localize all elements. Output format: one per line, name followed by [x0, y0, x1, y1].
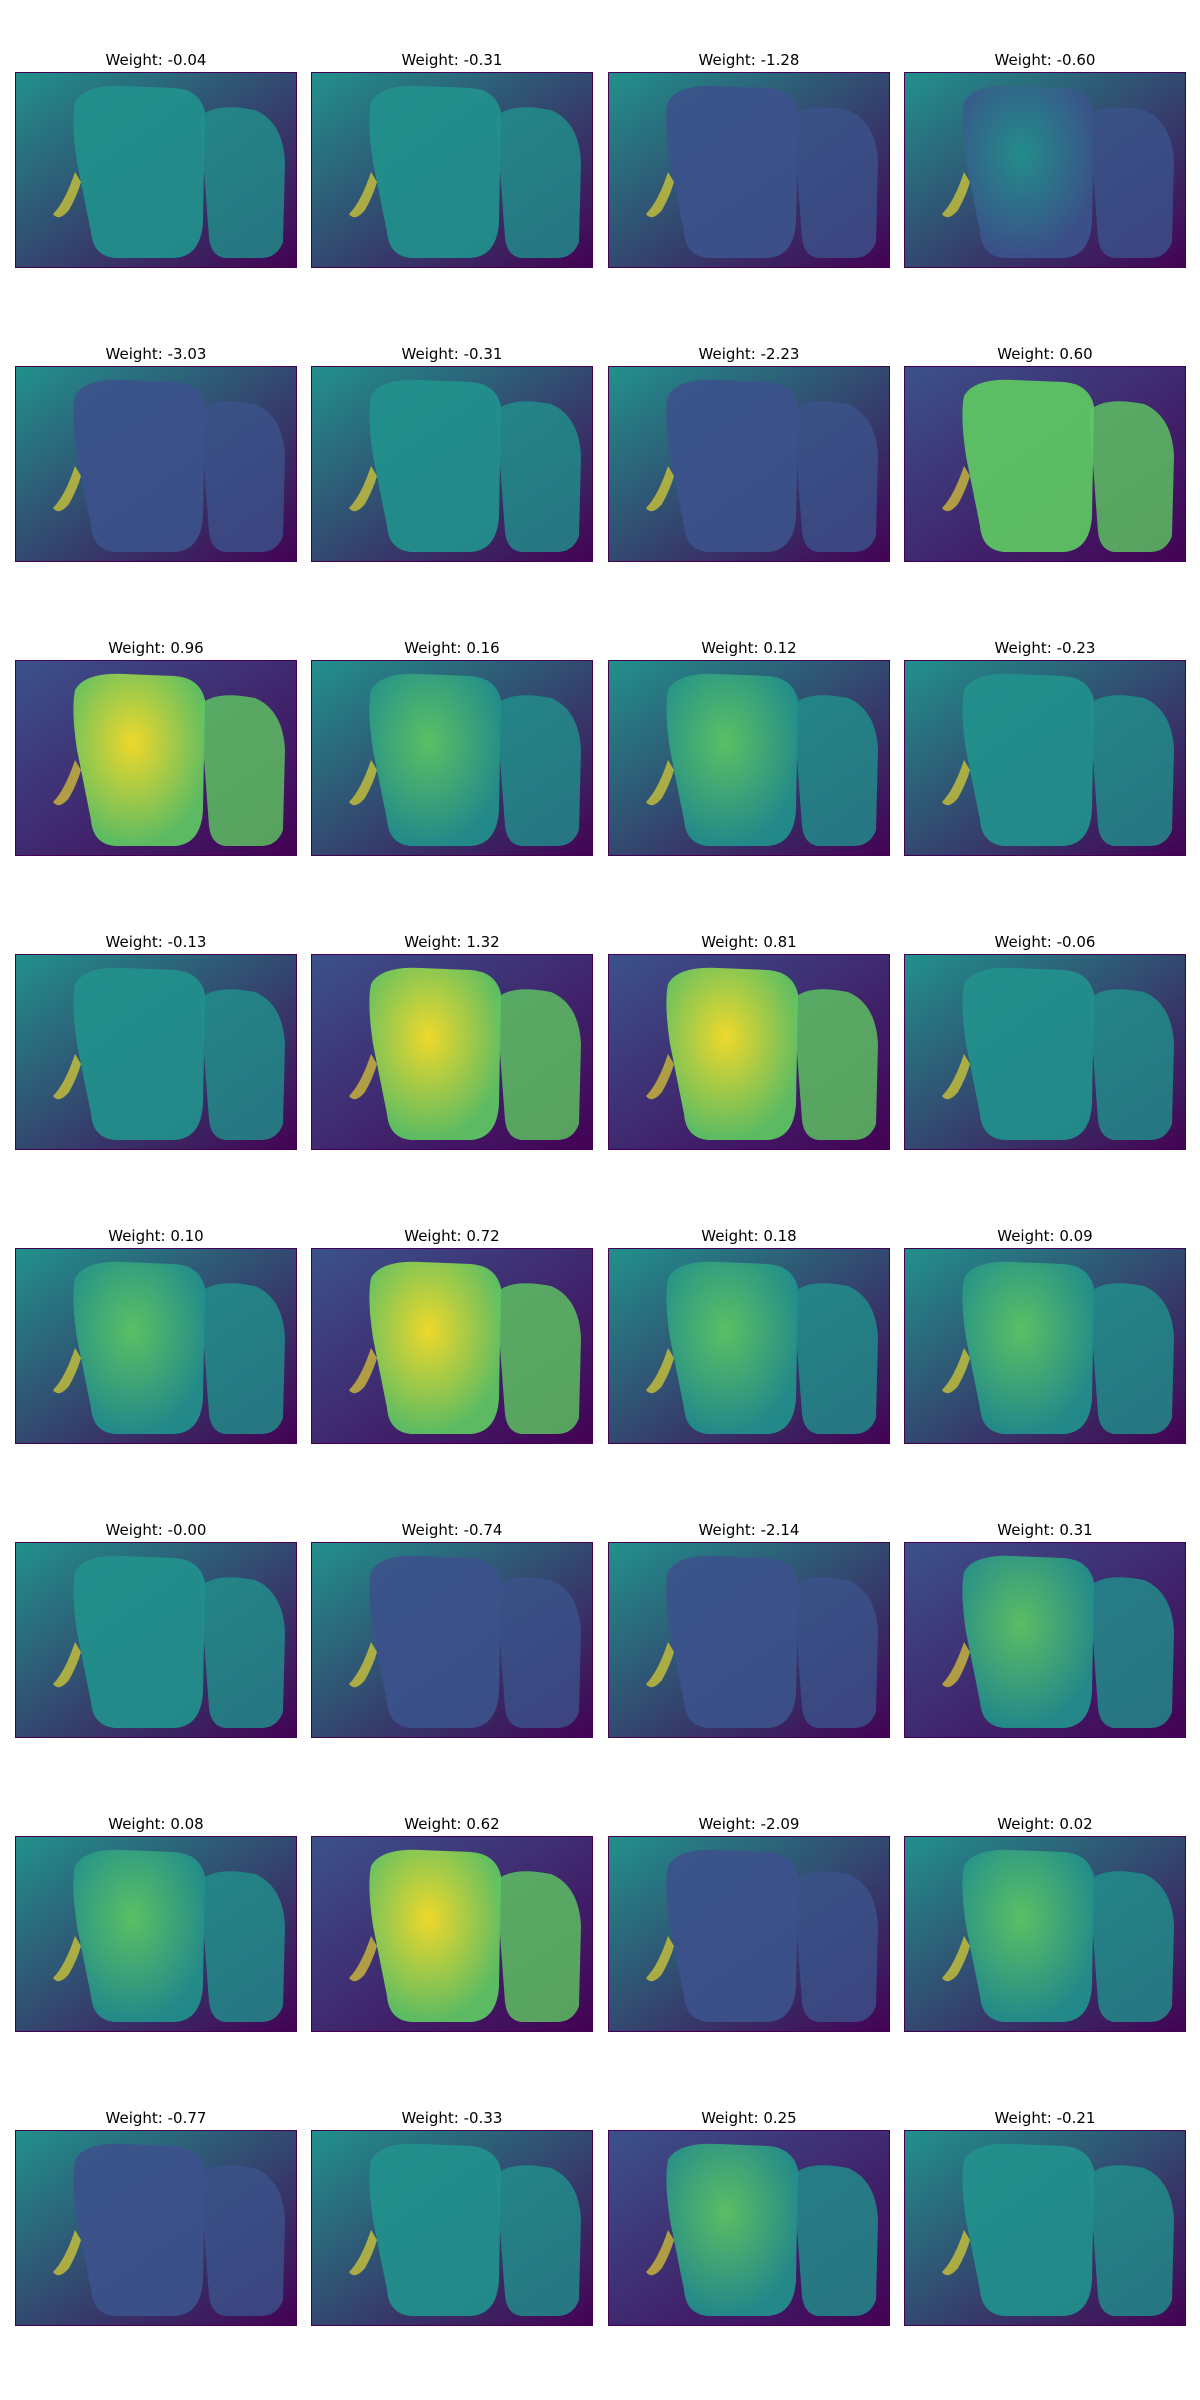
activation-heatmap — [608, 366, 890, 562]
activation-panel: Weight: 0.08 — [15, 1764, 297, 2032]
activation-heatmap — [904, 660, 1186, 856]
activation-heatmap — [608, 2130, 890, 2326]
activation-heatmap — [15, 2130, 297, 2326]
activation-panel: Weight: 0.62 — [311, 1764, 593, 2032]
activation-panel: Weight: 0.25 — [608, 2058, 890, 2326]
activation-panel: Weight: -0.33 — [311, 2058, 593, 2326]
activation-heatmap — [15, 1542, 297, 1738]
panel-title: Weight: -3.03 — [105, 345, 207, 363]
activation-panel: Weight: -0.00 — [15, 1470, 297, 1738]
panel-title: Weight: -0.21 — [994, 2109, 1096, 2127]
panel-title: Weight: 0.72 — [404, 1227, 500, 1245]
panel-title: Weight: 0.31 — [997, 1521, 1093, 1539]
activation-panel: Weight: 0.10 — [15, 1176, 297, 1444]
panel-title: Weight: 0.10 — [108, 1227, 204, 1245]
panel-title: Weight: -2.23 — [698, 345, 800, 363]
activation-heatmap — [608, 954, 890, 1150]
activation-heatmap — [904, 72, 1186, 268]
activation-panel: Weight: -0.60 — [904, 0, 1186, 268]
activation-heatmap — [311, 954, 593, 1150]
activation-panel: Weight: -0.23 — [904, 588, 1186, 856]
activation-heatmap — [15, 660, 297, 856]
panel-title: Weight: 0.12 — [701, 639, 797, 657]
activation-panel: Weight: -0.21 — [904, 2058, 1186, 2326]
activation-heatmap — [608, 72, 890, 268]
activation-panel: Weight: -0.31 — [311, 0, 593, 268]
activation-panel: Weight: 0.16 — [311, 588, 593, 856]
activation-heatmap — [15, 366, 297, 562]
panel-title: Weight: 0.08 — [108, 1815, 204, 1833]
activation-panel: Weight: 0.09 — [904, 1176, 1186, 1444]
activation-panel: Weight: 0.12 — [608, 588, 890, 856]
activation-panel: Weight: 0.18 — [608, 1176, 890, 1444]
activation-panel: Weight: 0.02 — [904, 1764, 1186, 2032]
panel-title: Weight: -0.23 — [994, 639, 1096, 657]
activation-panel: Weight: -0.06 — [904, 882, 1186, 1150]
activation-heatmap — [904, 1248, 1186, 1444]
panel-title: Weight: 0.62 — [404, 1815, 500, 1833]
panel-title: Weight: 1.32 — [404, 933, 500, 951]
panel-title: Weight: -0.31 — [401, 51, 503, 69]
activation-panel: Weight: -1.28 — [608, 0, 890, 268]
activation-panel: Weight: -0.31 — [311, 294, 593, 562]
panel-title: Weight: -0.13 — [105, 933, 207, 951]
activation-heatmap — [608, 660, 890, 856]
panel-title: Weight: -0.74 — [401, 1521, 503, 1539]
activation-panel: Weight: -2.09 — [608, 1764, 890, 2032]
activation-heatmap — [15, 1836, 297, 2032]
activation-panel: Weight: -0.13 — [15, 882, 297, 1150]
panel-title: Weight: -0.06 — [994, 933, 1096, 951]
panel-title: Weight: -0.00 — [105, 1521, 207, 1539]
activation-panel: Weight: -2.23 — [608, 294, 890, 562]
panel-title: Weight: -0.77 — [105, 2109, 207, 2127]
activation-panel: Weight: 0.72 — [311, 1176, 593, 1444]
panel-title: Weight: 0.18 — [701, 1227, 797, 1245]
activation-heatmap — [311, 1542, 593, 1738]
panel-title: Weight: 0.96 — [108, 639, 204, 657]
panel-title: Weight: -0.33 — [401, 2109, 503, 2127]
activation-panel: Weight: -3.03 — [15, 294, 297, 562]
activation-heatmap — [311, 1836, 593, 2032]
panel-title: Weight: -2.14 — [698, 1521, 800, 1539]
panel-title: Weight: 0.60 — [997, 345, 1093, 363]
activation-heatmap — [311, 366, 593, 562]
panel-title: Weight: 0.16 — [404, 639, 500, 657]
activation-panel: Weight: -0.04 — [15, 0, 297, 268]
activation-heatmap — [15, 72, 297, 268]
activation-panel: Weight: 1.32 — [311, 882, 593, 1150]
activation-panel: Weight: 0.31 — [904, 1470, 1186, 1738]
panel-title: Weight: 0.02 — [997, 1815, 1093, 1833]
activation-heatmap — [904, 1542, 1186, 1738]
activation-panel: Weight: 0.96 — [15, 588, 297, 856]
panel-title: Weight: -2.09 — [698, 1815, 800, 1833]
activation-heatmap — [15, 1248, 297, 1444]
activation-heatmap — [608, 1836, 890, 2032]
activation-panel: Weight: 0.60 — [904, 294, 1186, 562]
activation-heatmap — [311, 72, 593, 268]
panel-title: Weight: 0.09 — [997, 1227, 1093, 1245]
activation-heatmap — [904, 2130, 1186, 2326]
activation-heatmap — [15, 954, 297, 1150]
activation-heatmap — [608, 1542, 890, 1738]
activation-heatmap — [311, 660, 593, 856]
activation-heatmap — [311, 1248, 593, 1444]
panel-title: Weight: 0.25 — [701, 2109, 797, 2127]
activation-heatmap — [904, 954, 1186, 1150]
activation-panel: Weight: -2.14 — [608, 1470, 890, 1738]
panel-title: Weight: -0.60 — [994, 51, 1096, 69]
activation-panel: Weight: 0.81 — [608, 882, 890, 1150]
activation-heatmap — [904, 366, 1186, 562]
activation-heatmap — [904, 1836, 1186, 2032]
panel-title: Weight: -1.28 — [698, 51, 800, 69]
panel-title: Weight: 0.81 — [701, 933, 797, 951]
activation-panel: Weight: -0.74 — [311, 1470, 593, 1738]
activation-panel: Weight: -0.77 — [15, 2058, 297, 2326]
panel-title: Weight: -0.04 — [105, 51, 207, 69]
panel-title: Weight: -0.31 — [401, 345, 503, 363]
activation-heatmap — [311, 2130, 593, 2326]
activation-heatmap — [608, 1248, 890, 1444]
